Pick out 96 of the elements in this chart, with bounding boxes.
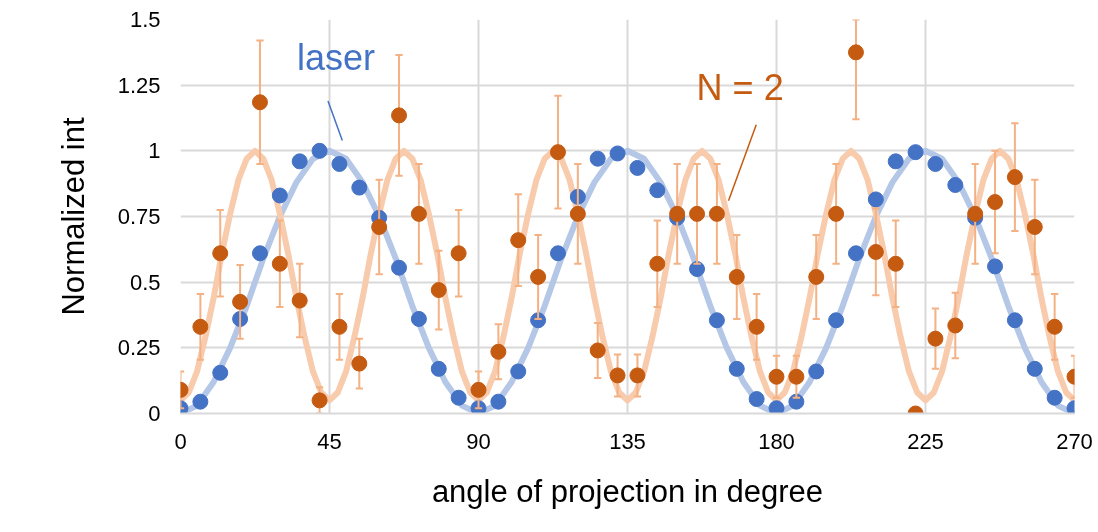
point (867, 243, 884, 260)
point (847, 44, 864, 61)
point (669, 205, 686, 222)
x-tick-label: 0 (174, 428, 187, 454)
y-tick-label: 1.5 (129, 7, 161, 32)
point (828, 312, 845, 329)
point (351, 179, 368, 196)
point (311, 392, 328, 409)
point (450, 389, 467, 406)
point (887, 255, 904, 272)
point (907, 144, 924, 161)
point (708, 205, 725, 222)
x-tick-label: 90 (466, 428, 491, 454)
point (510, 363, 527, 380)
point (351, 355, 368, 372)
point (1046, 389, 1063, 406)
point (271, 187, 288, 204)
y-tick-label: 1.25 (117, 72, 161, 98)
point (728, 360, 745, 377)
x-tick-label: 135 (609, 428, 646, 454)
point (708, 312, 725, 329)
point (589, 342, 606, 359)
point (430, 360, 447, 377)
point (947, 317, 964, 334)
point (410, 205, 427, 222)
point (490, 393, 507, 410)
point (609, 145, 626, 162)
point (331, 318, 348, 335)
point (867, 191, 884, 208)
point (887, 153, 904, 170)
point (927, 155, 944, 172)
point (391, 259, 408, 276)
y-tick-label: 1 (148, 138, 161, 164)
point (828, 205, 845, 222)
point (391, 107, 408, 124)
point (927, 330, 944, 347)
y-tick-label: 0.75 (117, 204, 161, 229)
point (589, 150, 606, 167)
point (788, 368, 805, 385)
point (768, 400, 785, 414)
point (490, 343, 507, 360)
x-tick-label: 270 (1056, 428, 1093, 454)
point (311, 142, 328, 159)
point (331, 155, 348, 172)
x-axis-title: angle of projection in degree (431, 473, 824, 509)
point (649, 182, 666, 199)
point (549, 144, 566, 161)
point (291, 153, 308, 170)
point (689, 205, 706, 222)
y-axis-title: Normalized int (55, 117, 91, 316)
point (1046, 318, 1063, 335)
point (212, 364, 229, 381)
point (371, 219, 388, 235)
point (192, 393, 209, 410)
point (748, 318, 765, 335)
point (530, 268, 547, 285)
x-tick-label: 45 (317, 428, 342, 454)
point (192, 318, 209, 335)
point (470, 381, 487, 398)
x-tick-label: 180 (758, 428, 795, 454)
point (748, 391, 765, 408)
point (987, 194, 1004, 211)
x-tick-label: 225 (907, 428, 944, 454)
point (728, 268, 745, 285)
point (251, 245, 268, 262)
point (808, 268, 825, 285)
y-tick-label: 0 (148, 401, 161, 426)
point (251, 94, 268, 111)
y-tick-label: 0.5 (129, 269, 161, 295)
point (430, 282, 447, 299)
point (450, 245, 467, 262)
point (947, 176, 964, 193)
point (232, 293, 249, 310)
point (1026, 219, 1043, 235)
point (271, 255, 288, 272)
point (629, 367, 646, 384)
series-label: laser (297, 37, 376, 79)
point (629, 159, 646, 176)
point (847, 245, 864, 262)
point (291, 292, 308, 309)
point (549, 245, 566, 262)
point (768, 368, 785, 385)
point (569, 205, 586, 222)
point (967, 205, 984, 222)
point (808, 363, 825, 380)
point (212, 245, 229, 262)
point (1006, 169, 1023, 186)
point (410, 310, 427, 327)
point (1006, 312, 1023, 329)
point (510, 232, 527, 249)
point (649, 255, 666, 272)
point (609, 367, 626, 384)
series-label: N = 2 (696, 67, 784, 109)
point (1026, 360, 1043, 377)
point (987, 258, 1004, 275)
y-tick-label: 0.25 (117, 335, 161, 361)
